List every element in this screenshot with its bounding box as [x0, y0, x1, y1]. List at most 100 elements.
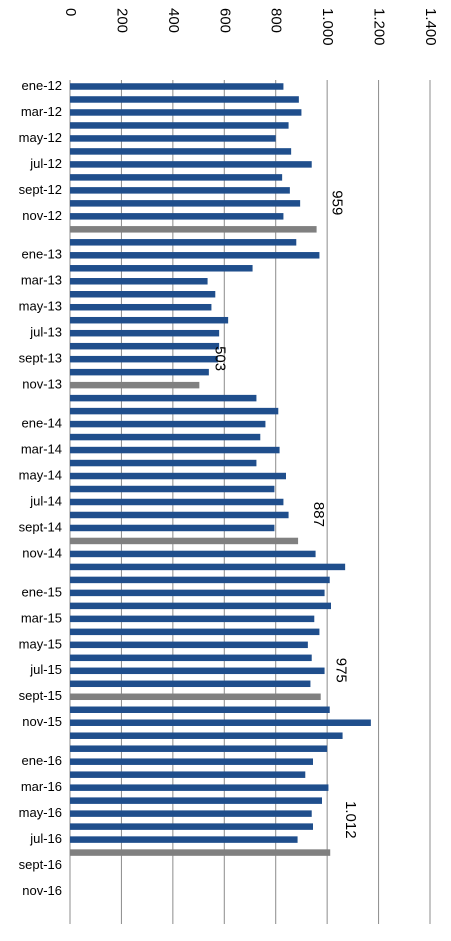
monthly-bar — [70, 771, 306, 778]
monthly-bar — [70, 252, 320, 259]
monthly-bar — [70, 316, 229, 324]
monthly-bar — [70, 576, 330, 584]
category-label: ene-12 — [22, 78, 62, 93]
category-label: sept-13 — [19, 351, 62, 366]
annual-bar — [70, 226, 317, 233]
annual-data-label: 887 — [310, 502, 327, 527]
category-label: mar-12 — [21, 104, 62, 119]
data-labels: 959 503 887 975 1.012 — [211, 190, 359, 838]
monthly-bar — [70, 485, 275, 493]
monthly-bar — [70, 407, 279, 415]
monthly-bar — [70, 329, 220, 337]
category-label: may-15 — [19, 636, 62, 651]
category-label: ene-14 — [22, 416, 62, 431]
category-label: nov-16 — [22, 883, 62, 898]
monthly-bar — [70, 355, 218, 363]
category-label: sept-15 — [19, 688, 62, 703]
monthly-bar — [70, 563, 346, 571]
monthly-bar — [70, 278, 208, 285]
category-label: jul-14 — [29, 493, 62, 508]
monthly-bar — [70, 823, 313, 830]
value-axis-tick-label: 1.000 — [319, 8, 336, 46]
value-axis-tick-labels: 0 200 400 600 800 1.000 1.200 1.400 — [62, 8, 439, 46]
annual-bar — [70, 537, 299, 545]
category-label: jul-16 — [29, 831, 62, 846]
category-label: sept-16 — [19, 857, 62, 872]
category-label: ene-16 — [22, 753, 62, 768]
monthly-bar — [70, 589, 325, 597]
category-label: jul-12 — [29, 156, 62, 171]
monthly-bar — [70, 161, 312, 168]
monthly-bar — [70, 96, 299, 103]
monthly-bar — [70, 615, 315, 623]
category-label: mar-14 — [21, 441, 62, 456]
category-label: sept-12 — [19, 182, 62, 197]
monthly-bar — [70, 602, 331, 610]
monthly-bar — [70, 135, 276, 142]
monthly-bar — [70, 420, 266, 428]
category-label: may-13 — [19, 299, 62, 314]
monthly-bar — [70, 498, 284, 506]
monthly-bar — [70, 291, 216, 298]
value-axis-tick-label: 0 — [62, 8, 79, 16]
monthly-bar — [70, 784, 329, 791]
monthly-bar — [70, 628, 320, 636]
category-label: nov-14 — [22, 545, 62, 560]
category-label: jul-13 — [29, 325, 62, 340]
monthly-bar — [70, 654, 312, 662]
monthly-bar — [70, 550, 316, 558]
monthly-bar — [70, 433, 261, 441]
monthly-bar — [70, 797, 322, 804]
annual-data-label: 1.012 — [342, 801, 359, 839]
monthly-bar — [70, 706, 330, 713]
monthly-bar — [70, 719, 371, 726]
monthly-bar — [70, 472, 286, 480]
annual-data-label: 975 — [333, 658, 350, 683]
category-label: may-16 — [19, 805, 62, 820]
monthly-bar — [70, 394, 257, 402]
monthly-bar — [70, 745, 328, 752]
monthly-bar — [70, 459, 257, 467]
monthly-bar — [70, 213, 284, 220]
category-label: mar-13 — [21, 273, 62, 288]
monthly-bar — [70, 265, 253, 272]
monthly-bar — [70, 239, 297, 246]
monthly-bar — [70, 836, 298, 843]
bars — [70, 83, 371, 856]
category-label: nov-12 — [22, 208, 62, 223]
category-label: may-14 — [19, 467, 62, 482]
annual-bar — [70, 693, 321, 701]
category-label: may-12 — [19, 130, 62, 145]
monthly-bar — [70, 122, 289, 129]
category-label: jul-15 — [29, 662, 62, 677]
category-axis-labels: ene-12 mar-12 may-12 jul-12 sept-12 nov-12 ene… — [19, 78, 62, 898]
monthly-bar — [70, 187, 290, 194]
category-label: ene-15 — [22, 584, 62, 599]
category-label: nov-15 — [22, 714, 62, 729]
value-axis-tick-label: 800 — [268, 8, 285, 33]
monthly-bar — [70, 174, 283, 181]
monthly-bar — [70, 446, 280, 454]
monthly-bar — [70, 667, 325, 675]
category-label: mar-16 — [21, 779, 62, 794]
monthly-bar — [70, 524, 275, 532]
monthly-bar — [70, 732, 343, 739]
monthly-bar — [70, 511, 289, 519]
monthly-bar — [70, 810, 312, 817]
monthly-bar — [70, 148, 292, 155]
monthly-bar — [70, 109, 302, 116]
category-label: mar-15 — [21, 610, 62, 625]
annual-bar — [70, 849, 331, 856]
annual-data-label: 959 — [329, 190, 346, 215]
monthly-bar — [70, 303, 212, 311]
value-axis-tick-label: 1.200 — [371, 8, 388, 46]
annual-bar — [70, 381, 200, 389]
monthly-bar — [70, 641, 308, 649]
annual-data-label: 503 — [211, 346, 228, 371]
value-axis-tick-label: 400 — [165, 8, 182, 33]
value-axis-tick-label: 600 — [216, 8, 233, 33]
monthly-bar — [70, 680, 311, 688]
value-axis-tick-label: 1.400 — [422, 8, 439, 46]
monthly-bar — [70, 200, 301, 207]
